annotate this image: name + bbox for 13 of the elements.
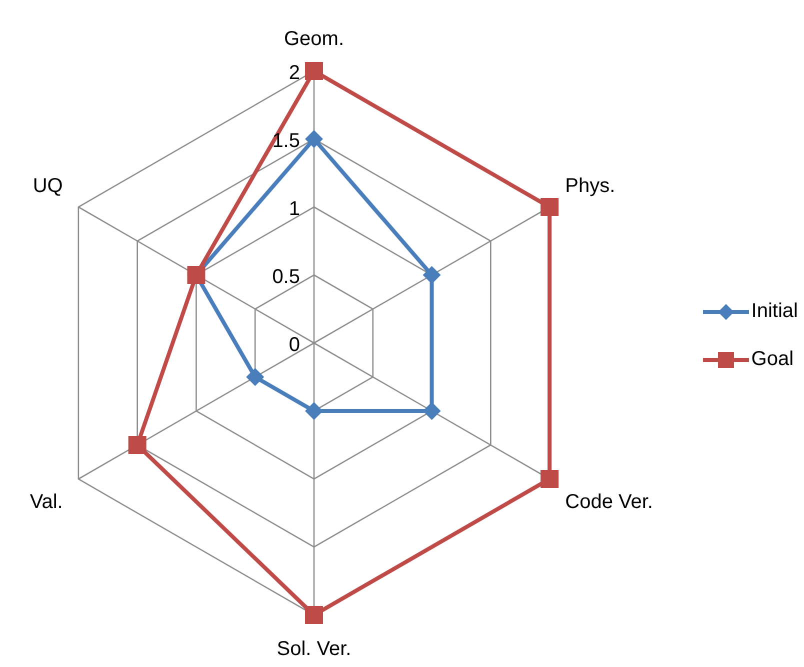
legend-label: Goal: [751, 348, 794, 371]
y-tick-label: 0.5: [272, 266, 300, 288]
y-tick-label: 1: [288, 198, 300, 220]
spoke-label: Val.: [30, 491, 63, 513]
spoke-label: Geom.: [284, 28, 344, 50]
spoke-label: Code Ver.: [565, 491, 653, 513]
spoke-label: Phys.: [565, 175, 616, 197]
y-tick-label: 2: [288, 62, 300, 84]
legend-label: Initial: [751, 300, 798, 323]
y-tick-label: 0: [288, 334, 300, 356]
spoke-label: Sol. Ver.: [276, 638, 352, 660]
spoke-label: UQ: [32, 175, 63, 197]
y-tick-label: 1.5: [272, 130, 300, 152]
